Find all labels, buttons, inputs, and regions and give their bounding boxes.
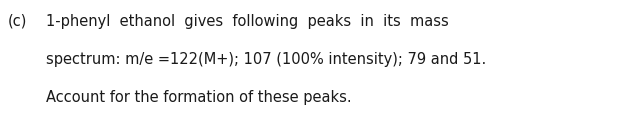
Text: 1-phenyl  ethanol  gives  following  peaks  in  its  mass: 1-phenyl ethanol gives following peaks i…	[46, 14, 448, 28]
Text: spectrum: m/e =122(M+); 107 (100% intensity); 79 and 51.: spectrum: m/e =122(M+); 107 (100% intens…	[46, 51, 486, 66]
Text: Account for the formation of these peaks.: Account for the formation of these peaks…	[46, 89, 352, 104]
Text: (c): (c)	[8, 14, 27, 28]
